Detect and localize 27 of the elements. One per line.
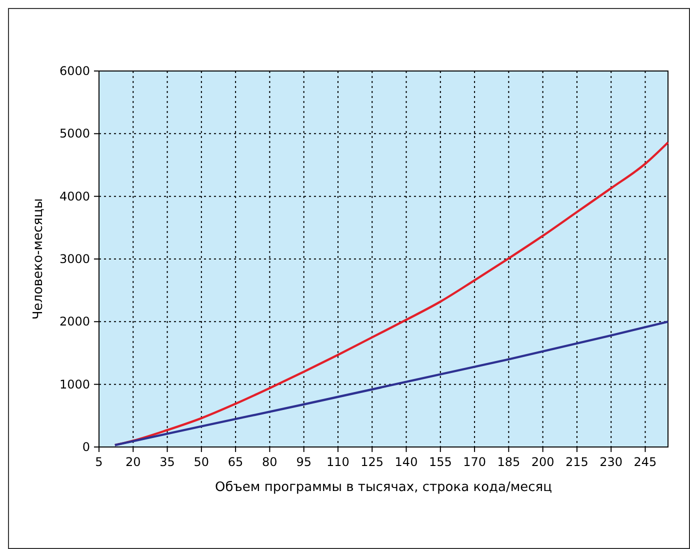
line-series	[114, 320, 670, 446]
x-tick-label: 230	[600, 455, 623, 469]
x-tick-label: 140	[394, 455, 418, 469]
x-tick-label: 95	[296, 455, 312, 469]
x-tick-label: 170	[463, 455, 486, 469]
x-tick-label: 65	[228, 455, 244, 469]
x-tick-label: 185	[497, 455, 520, 469]
x-tick-label: 35	[160, 455, 175, 469]
y-tick-label: 3000	[59, 252, 90, 266]
x-tick-label: 200	[531, 455, 554, 469]
x-tick-label: 20	[126, 455, 141, 469]
y-tick-label: 5000	[59, 126, 90, 141]
x-tick-label: 110	[326, 455, 350, 469]
y-tick-label: 0	[82, 440, 90, 454]
x-tick-label: 5	[95, 455, 103, 469]
y-tick-label: 6000	[59, 64, 90, 78]
y-tick-label: 2000	[59, 314, 90, 329]
x-tick-label: 125	[360, 455, 384, 469]
y-tick-label: 1000	[59, 377, 90, 392]
x-tick-label: 155	[428, 455, 452, 469]
x-tick-label: 80	[262, 455, 278, 469]
x-axis-title: Объем программы в тысячах, строка кода/месяц	[215, 480, 552, 495]
y-tick-label: 4000	[59, 189, 90, 204]
x-tick-label: 50	[194, 455, 210, 469]
y-axis-title: Человеко-месяцы	[31, 198, 46, 320]
x-tick-label: 245	[634, 455, 657, 469]
x-tick-label: 215	[566, 455, 588, 469]
